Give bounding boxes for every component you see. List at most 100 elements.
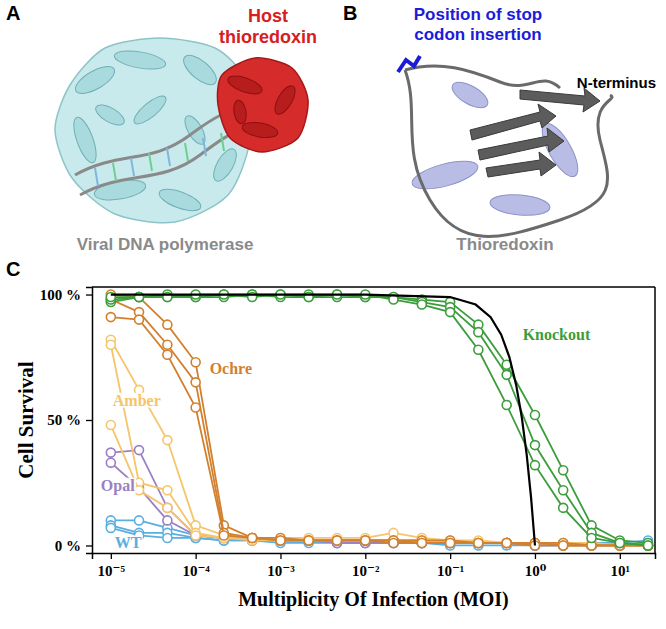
data-point	[417, 300, 426, 309]
series-line	[111, 425, 648, 545]
helix	[232, 99, 248, 125]
helix	[271, 83, 299, 118]
data-point	[643, 541, 652, 550]
helix	[71, 61, 118, 99]
data-point	[276, 536, 285, 545]
panel-c: 10⁻⁵10⁻⁴10⁻³10⁻²10⁻¹10⁰10¹0 %50 %100 %Mu…	[14, 287, 655, 611]
data-point	[559, 541, 568, 550]
data-point	[304, 536, 313, 545]
data-point	[559, 541, 568, 550]
helix	[179, 50, 221, 90]
x-tick-label: 10⁻¹	[437, 563, 464, 579]
data-point	[502, 538, 511, 547]
x-tick: 10⁻²	[352, 553, 380, 579]
beta-sheet	[478, 128, 564, 160]
data-point	[135, 315, 144, 324]
data-point	[446, 538, 455, 547]
panel-letter: C	[6, 258, 20, 280]
x-axis-line	[93, 554, 656, 560]
series-line	[111, 295, 648, 546]
data-point	[559, 541, 568, 550]
data-point	[191, 531, 200, 540]
x-tick-mark	[365, 553, 366, 559]
base-pair	[185, 143, 188, 161]
data-point	[502, 538, 511, 547]
data-point	[389, 538, 398, 547]
helix	[69, 115, 100, 166]
x-tick-mark	[450, 553, 451, 559]
data-point	[304, 536, 313, 545]
data-point	[276, 536, 285, 545]
data-point	[248, 533, 257, 542]
data-point	[502, 370, 511, 379]
data-point	[361, 536, 370, 545]
text-line: Position of stop	[414, 5, 542, 24]
data-point	[643, 541, 652, 550]
data-point	[333, 536, 342, 545]
data-point	[643, 541, 652, 550]
helix	[113, 48, 167, 73]
data-point	[106, 340, 115, 349]
data-point	[276, 536, 285, 545]
data-point	[163, 486, 172, 495]
base-pair	[95, 168, 98, 186]
data-point	[530, 461, 539, 470]
data-point	[276, 536, 285, 545]
data-point	[248, 533, 257, 542]
data-point	[559, 486, 568, 495]
helix	[209, 145, 241, 184]
data-point	[219, 531, 228, 540]
x-tick-mark	[535, 553, 536, 559]
partner-label: Hostthioredoxin	[219, 6, 317, 47]
data-point	[446, 308, 455, 317]
data-point	[502, 538, 511, 547]
x-tick: 10⁻⁴	[182, 553, 210, 579]
data-point	[502, 538, 511, 547]
data-point	[643, 541, 652, 550]
data-point	[191, 403, 200, 412]
data-point	[304, 536, 313, 545]
y-tick: 0 %	[55, 538, 92, 554]
base-pair	[221, 133, 224, 151]
x-tick-label: 10⁻⁵	[98, 563, 126, 579]
y-tick-mark	[86, 545, 92, 546]
data-point	[474, 538, 483, 547]
data-point	[446, 538, 455, 547]
data-point	[417, 538, 426, 547]
base-pair	[113, 163, 116, 181]
helix	[489, 192, 551, 217]
label-patch	[114, 535, 143, 550]
data-point	[559, 541, 568, 550]
data-point	[361, 536, 370, 545]
x-tick-mark	[280, 553, 281, 559]
data-point	[106, 421, 115, 430]
x-tick: 10⁻⁵	[98, 553, 126, 579]
coil	[405, 66, 560, 88]
data-point	[615, 538, 624, 547]
data-point	[559, 541, 568, 550]
data-point	[304, 536, 313, 545]
series-label: Amber	[113, 392, 161, 409]
data-point	[106, 458, 115, 467]
x-tick-label: 10⁻²	[352, 563, 380, 579]
x-tick-label: 10⁰	[525, 563, 547, 579]
data-point	[417, 538, 426, 547]
base-pair	[131, 158, 134, 176]
data-point	[389, 538, 398, 547]
data-point	[643, 541, 652, 550]
beta-sheet	[486, 152, 556, 177]
data-point	[389, 538, 398, 547]
data-point	[446, 538, 455, 547]
series-line	[111, 295, 535, 546]
series	[106, 335, 652, 550]
series	[106, 290, 652, 550]
coil	[405, 70, 612, 236]
polymerase-shape	[55, 38, 251, 223]
data-point	[135, 516, 144, 525]
data-point	[643, 541, 652, 550]
figure-svg: HostthioredoxinViral DNA polymeraseAPosi…	[0, 0, 666, 629]
data-point	[417, 538, 426, 547]
series-label: Opal	[101, 477, 135, 495]
x-tick-mark	[111, 553, 112, 559]
series-line	[111, 295, 648, 546]
